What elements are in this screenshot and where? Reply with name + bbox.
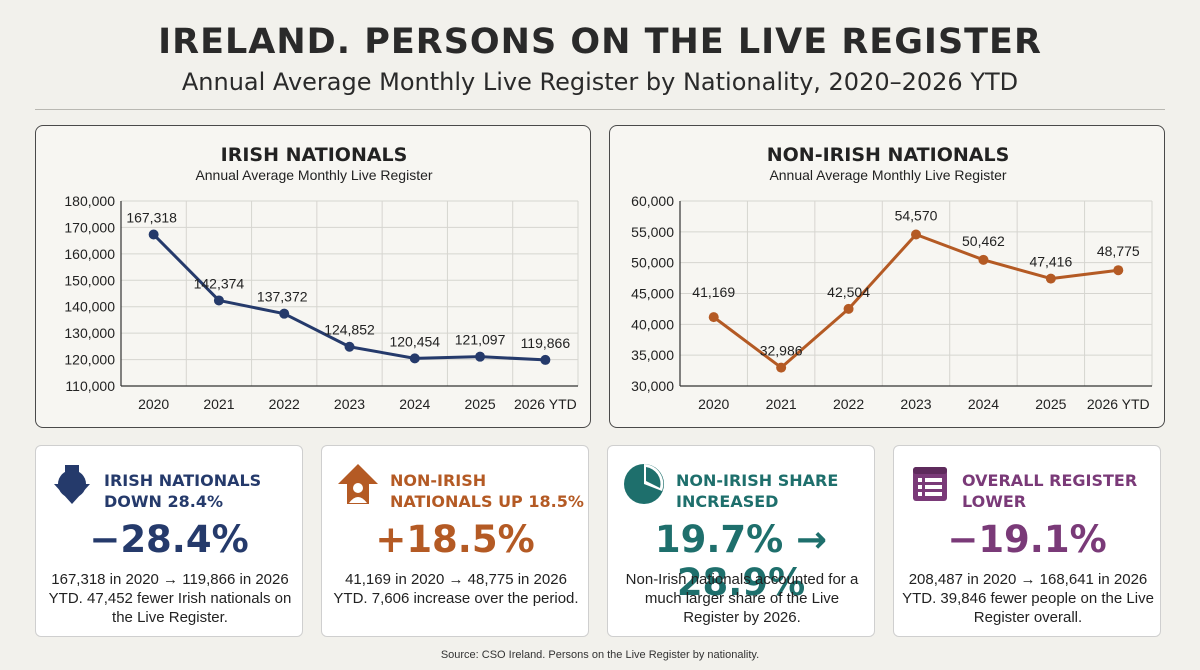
data-label: 41,169: [692, 284, 735, 300]
y-tick-label: 120,000: [64, 352, 115, 368]
y-tick-label: 140,000: [64, 299, 115, 315]
x-tick-label: 2024: [968, 396, 999, 412]
document-list-icon: [908, 462, 952, 506]
x-tick-label: 2025: [464, 396, 495, 412]
card-big-value: −19.1%: [947, 518, 1107, 561]
data-label: 32,986: [760, 343, 803, 359]
chart-title: IRISH NATIONALS: [221, 144, 408, 166]
y-tick-label: 110,000: [65, 378, 115, 394]
y-tick-label: 150,000: [64, 272, 115, 288]
x-tick-label: 2026 YTD: [1087, 396, 1150, 412]
non-irish-nationals-chart-panel: NON-IRISH NATIONALS Annual Average Monthl…: [609, 125, 1165, 428]
card-non-irish-share: NON-IRISH SHARE INCREASED 19.7% → 28.9% …: [607, 445, 875, 637]
x-tick-label: 2022: [269, 396, 300, 412]
data-point: [279, 308, 290, 319]
x-tick-label: 2021: [766, 396, 797, 412]
data-label: 167,318: [126, 210, 177, 226]
data-label: 137,372: [257, 289, 308, 305]
data-point: [409, 353, 420, 364]
card-heading: OVERALL REGISTER LOWER: [962, 471, 1138, 511]
x-tick-label: 2020: [698, 396, 729, 412]
x-tick-label: 2026 YTD: [514, 396, 577, 412]
card-irish-down: IRISH NATIONALS DOWN 28.4% −28.4% 167,31…: [35, 445, 303, 637]
card-description: 208,487 in 2020 → 168,641 in 2026 YTD. 3…: [902, 571, 1154, 626]
data-label: 120,454: [389, 333, 440, 349]
pie-chart-icon: [622, 462, 666, 506]
data-point: [475, 351, 486, 362]
y-tick-label: 45,000: [631, 286, 674, 302]
data-point: [148, 229, 159, 240]
data-label: 142,374: [194, 275, 245, 291]
x-tick-label: 2023: [900, 396, 931, 412]
data-label: 50,462: [962, 233, 1005, 249]
data-point: [1045, 273, 1056, 284]
data-point: [978, 254, 989, 265]
card-non-irish-up: NON-IRISH NATIONALS UP 18.5% +18.5% 41,1…: [321, 445, 589, 637]
chart-subtitle: Annual Average Monthly Live Register: [769, 167, 1006, 183]
card-big-value: +18.5%: [375, 518, 535, 561]
x-tick-label: 2020: [138, 396, 169, 412]
page-title: IRELAND. PERSONS ON THE LIVE REGISTER: [158, 22, 1042, 62]
card-big-value: −28.4%: [89, 518, 249, 561]
data-point: [540, 354, 551, 365]
data-label: 47,416: [1029, 254, 1072, 270]
x-tick-label: 2025: [1035, 396, 1066, 412]
x-tick-label: 2023: [334, 396, 365, 412]
card-overall-lower: OVERALL REGISTER LOWER −19.1% 208,487 in…: [893, 445, 1161, 637]
card-heading: NON-IRISH NATIONALS UP 18.5%: [390, 471, 584, 511]
header-divider: [35, 109, 1165, 110]
data-label: 124,852: [324, 322, 375, 338]
data-point: [776, 362, 787, 373]
y-tick-label: 40,000: [631, 316, 674, 332]
y-tick-label: 30,000: [631, 378, 674, 394]
chart-title: NON-IRISH NATIONALS: [767, 144, 1010, 166]
data-point: [213, 295, 224, 306]
irish-nationals-chart-panel: IRISH NATIONALS Annual Average Monthly Li…: [35, 125, 591, 428]
x-tick-label: 2024: [399, 396, 430, 412]
page-subtitle: Annual Average Monthly Live Register by …: [181, 68, 1019, 96]
data-point: [911, 229, 921, 240]
data-label: 54,570: [895, 207, 938, 223]
data-point: [708, 312, 719, 323]
down-arrow-icon: [50, 462, 94, 506]
y-tick-label: 170,000: [64, 219, 115, 235]
source-note: Source: CSO Ireland. Persons on the Live…: [440, 649, 760, 661]
data-label: 119,866: [521, 335, 571, 351]
data-label: 48,775: [1097, 243, 1140, 259]
y-tick-label: 180,000: [64, 193, 115, 209]
x-tick-label: 2022: [833, 396, 864, 412]
y-tick-label: 160,000: [64, 246, 115, 262]
y-tick-label: 35,000: [631, 347, 674, 363]
data-point: [1113, 265, 1124, 276]
y-tick-label: 50,000: [631, 255, 674, 271]
x-tick-label: 2021: [203, 396, 234, 412]
data-point: [344, 341, 355, 352]
card-description: 41,169 in 2020 → 48,775 in 2026 YTD. 7,6…: [333, 571, 579, 607]
data-label: 121,097: [455, 332, 506, 348]
data-point: [843, 303, 854, 314]
y-tick-label: 60,000: [631, 193, 674, 209]
y-tick-label: 55,000: [631, 224, 674, 240]
card-description: Non-Irish nationals accounted for a much…: [625, 571, 859, 626]
y-tick-label: 130,000: [64, 325, 115, 341]
card-big-value: 19.7% → 28.9%: [654, 518, 828, 604]
card-heading: NON-IRISH SHARE INCREASED: [676, 471, 839, 511]
card-heading: IRISH NATIONALS DOWN 28.4%: [104, 471, 262, 511]
up-arrow-person-icon: [336, 462, 380, 506]
chart-subtitle: Annual Average Monthly Live Register: [195, 167, 432, 183]
card-description: 167,318 in 2020 → 119,866 in 2026 YTD. 4…: [48, 571, 292, 626]
data-label: 42,504: [827, 284, 870, 300]
